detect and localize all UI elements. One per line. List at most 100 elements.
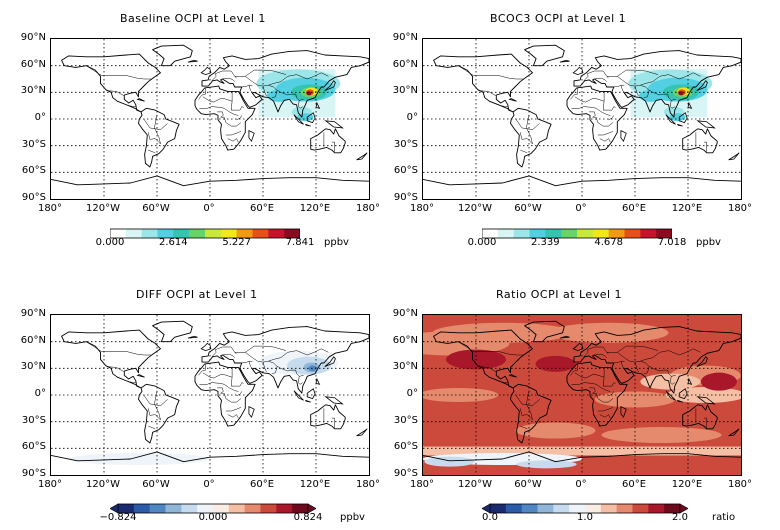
lon-label: 0° — [575, 479, 587, 490]
lat-label: 90°N — [20, 308, 46, 319]
colorbar-swatch — [197, 504, 214, 513]
land-north-america — [61, 53, 161, 113]
island — [696, 396, 716, 405]
colorbar-unit: ppbv — [324, 237, 349, 248]
island — [305, 123, 311, 127]
lon-label: 120°E — [671, 203, 703, 214]
lat-label: 30°S — [21, 414, 46, 426]
panel-title: Ratio OCPI at Level 1 — [496, 288, 623, 301]
border-line — [202, 367, 233, 379]
island — [248, 405, 255, 419]
border-line — [519, 114, 533, 145]
island — [356, 428, 368, 437]
border-line — [234, 72, 329, 87]
lat-label: 30°N — [392, 361, 418, 373]
map-svg — [423, 315, 741, 475]
lon-label: 120°E — [299, 479, 331, 490]
lon-label: 120°W — [86, 203, 120, 214]
colorbar-swatch — [173, 229, 190, 238]
lon-label: 60°W — [142, 203, 170, 214]
island — [677, 399, 683, 403]
island — [620, 129, 627, 143]
island — [559, 59, 570, 63]
colorbar-tick-label: 0.000 — [198, 512, 228, 523]
border-line — [268, 84, 304, 101]
lat-label: 90°N — [392, 32, 418, 43]
border-line — [245, 345, 287, 353]
island — [293, 390, 304, 401]
border-line — [613, 84, 625, 88]
lon-label: 180° — [727, 479, 753, 490]
colorbar-swatch — [252, 229, 269, 238]
colorbar-swatch — [213, 504, 230, 513]
border-line — [198, 363, 206, 376]
border-line — [520, 425, 528, 430]
border-line — [458, 341, 523, 356]
colorbar-swatch — [165, 504, 182, 513]
coastlines — [423, 44, 741, 187]
lat-label: 90°S — [21, 192, 46, 203]
colorbar-max-arrow — [679, 503, 689, 514]
colorbar-svg — [109, 503, 317, 514]
border-line — [230, 101, 244, 111]
island — [678, 388, 688, 400]
map-svg — [423, 39, 741, 199]
island — [559, 335, 570, 339]
lat-label: 0° — [34, 388, 46, 399]
border-line — [199, 106, 239, 116]
lon-label: 180° — [37, 479, 63, 490]
border-line — [670, 100, 675, 109]
colorbar-tick-label: 7.841 — [285, 237, 315, 248]
island — [687, 101, 693, 109]
border-line — [86, 65, 151, 80]
border-line — [570, 363, 578, 376]
map-frame — [50, 314, 370, 476]
border-line — [608, 391, 615, 397]
island — [508, 374, 517, 378]
lat-label: 90°N — [392, 308, 418, 319]
land-eurasia — [201, 326, 369, 394]
island — [248, 129, 255, 143]
border-line — [248, 85, 253, 93]
border-line — [106, 366, 125, 373]
border-line — [298, 376, 303, 385]
colorbar-tick-label: 0.0 — [482, 512, 498, 523]
lon-label: 120°E — [671, 479, 703, 490]
lon-label: 180° — [355, 203, 381, 214]
lat-label: 60°S — [21, 165, 46, 177]
colorbar-swatch — [228, 504, 246, 513]
border-line — [703, 417, 707, 428]
colorbar-swatch — [189, 229, 206, 238]
lat-label: 60°N — [20, 58, 46, 70]
border-line — [606, 348, 701, 363]
island — [293, 114, 304, 125]
border-line — [602, 377, 616, 387]
colorbar-swatch — [236, 229, 253, 238]
border-line — [106, 90, 125, 97]
colorbar-max-arrow — [307, 503, 317, 514]
land-australia — [310, 128, 346, 154]
island — [696, 120, 716, 129]
border-line — [571, 106, 611, 116]
island — [665, 114, 676, 125]
colorbar-svg — [109, 228, 301, 239]
lat-label: 0° — [34, 112, 46, 123]
lat-label: 90°N — [20, 32, 46, 43]
colorbar-swatch — [268, 229, 285, 238]
land-south-america — [138, 383, 180, 444]
border-line — [458, 65, 523, 80]
lon-label: 180° — [409, 479, 435, 490]
island — [728, 152, 740, 161]
border-line — [583, 70, 609, 81]
border-line — [143, 118, 168, 130]
colorbar-swatch — [537, 504, 554, 513]
colorbar: −0.824 0.000 0.824 ppbv — [99, 499, 365, 523]
land-eurasia — [573, 50, 741, 118]
colorbar-swatch — [632, 504, 649, 513]
coastlines — [51, 44, 369, 187]
border-line — [245, 69, 287, 77]
island — [687, 377, 693, 385]
border-line — [86, 341, 151, 356]
island — [187, 335, 198, 339]
colorbar-svg — [481, 503, 689, 514]
